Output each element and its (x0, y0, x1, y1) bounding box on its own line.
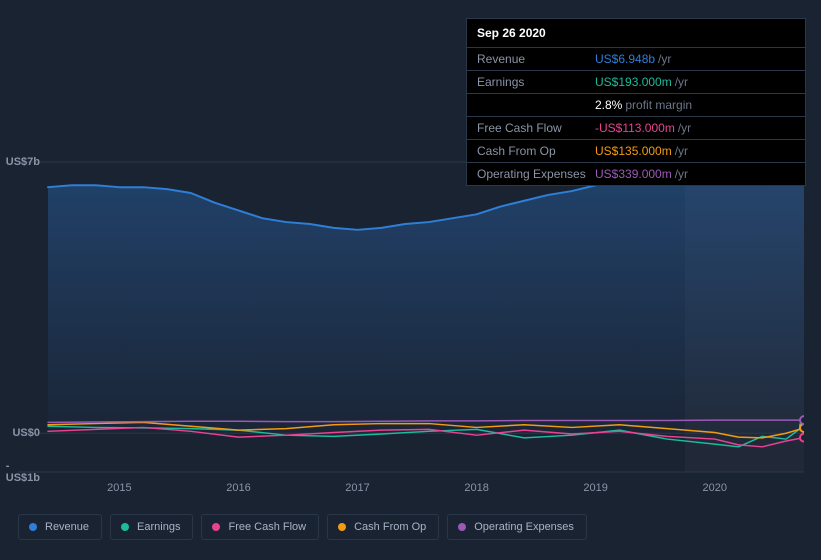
legend-item-earnings[interactable]: Earnings (110, 514, 193, 540)
tooltip-row-suffix: /yr (675, 75, 688, 89)
tooltip-row-suffix: /yr (678, 121, 691, 135)
tooltip-row-value: US$339.000m (595, 167, 672, 181)
x-axis-label: 2015 (107, 482, 131, 494)
legend-item-revenue[interactable]: Revenue (18, 514, 102, 540)
tooltip-date: Sep 26 2020 (467, 19, 805, 47)
x-axis-label: 2019 (583, 482, 607, 494)
tooltip-row: RevenueUS$6.948b/yr (467, 47, 805, 70)
legend-item-cash-from-op[interactable]: Cash From Op (327, 514, 439, 540)
tooltip-row-suffix: /yr (658, 52, 671, 66)
legend-label: Cash From Op (354, 521, 426, 533)
tooltip-row-label: Revenue (477, 52, 595, 66)
y-axis-label: US$7b (6, 156, 40, 168)
legend-label: Revenue (45, 521, 89, 533)
legend-label: Earnings (137, 521, 180, 533)
legend-dot-icon (212, 523, 220, 531)
tooltip-row-value: US$6.948b (595, 52, 655, 66)
legend-item-free-cash-flow[interactable]: Free Cash Flow (201, 514, 319, 540)
tooltip-row: EarningsUS$193.000m/yr (467, 70, 805, 93)
tooltip-row-suffix: /yr (675, 144, 688, 158)
chart-legend: Revenue Earnings Free Cash Flow Cash From O… (18, 514, 587, 540)
tooltip-row: Cash From OpUS$135.000m/yr (467, 139, 805, 162)
legend-dot-icon (121, 523, 129, 531)
tooltip-row-value: US$193.000m (595, 75, 672, 89)
tooltip-row-value: US$135.000m (595, 144, 672, 158)
tooltip-row-suffix: profit margin (625, 98, 692, 112)
legend-dot-icon (458, 523, 466, 531)
legend-dot-icon (29, 523, 37, 531)
x-axis-label: 2018 (464, 482, 488, 494)
x-axis-label: 2017 (345, 482, 369, 494)
y-axis-label: -US$1b (6, 460, 40, 484)
y-axis-label: US$0 (12, 427, 40, 439)
tooltip-row-value: 2.8% (595, 98, 622, 112)
legend-label: Free Cash Flow (228, 521, 306, 533)
tooltip-row: 2.8%profit margin (467, 93, 805, 116)
legend-label: Operating Expenses (474, 521, 574, 533)
x-axis-label: 2016 (226, 482, 250, 494)
tooltip-row-label: Operating Expenses (477, 167, 595, 181)
tooltip-row-suffix: /yr (675, 167, 688, 181)
tooltip-row-label (477, 98, 595, 112)
legend-item-operating-expenses[interactable]: Operating Expenses (447, 514, 587, 540)
chart-tooltip: Sep 26 2020 RevenueUS$6.948b/yrEarningsU… (466, 18, 806, 186)
tooltip-row-label: Earnings (477, 75, 595, 89)
legend-dot-icon (338, 523, 346, 531)
x-axis-label: 2020 (702, 482, 726, 494)
tooltip-row: Free Cash Flow-US$113.000m/yr (467, 116, 805, 139)
tooltip-row-value: -US$113.000m (595, 121, 675, 135)
tooltip-row-label: Free Cash Flow (477, 121, 595, 135)
tooltip-row-label: Cash From Op (477, 144, 595, 158)
tooltip-row: Operating ExpensesUS$339.000m/yr (467, 162, 805, 185)
